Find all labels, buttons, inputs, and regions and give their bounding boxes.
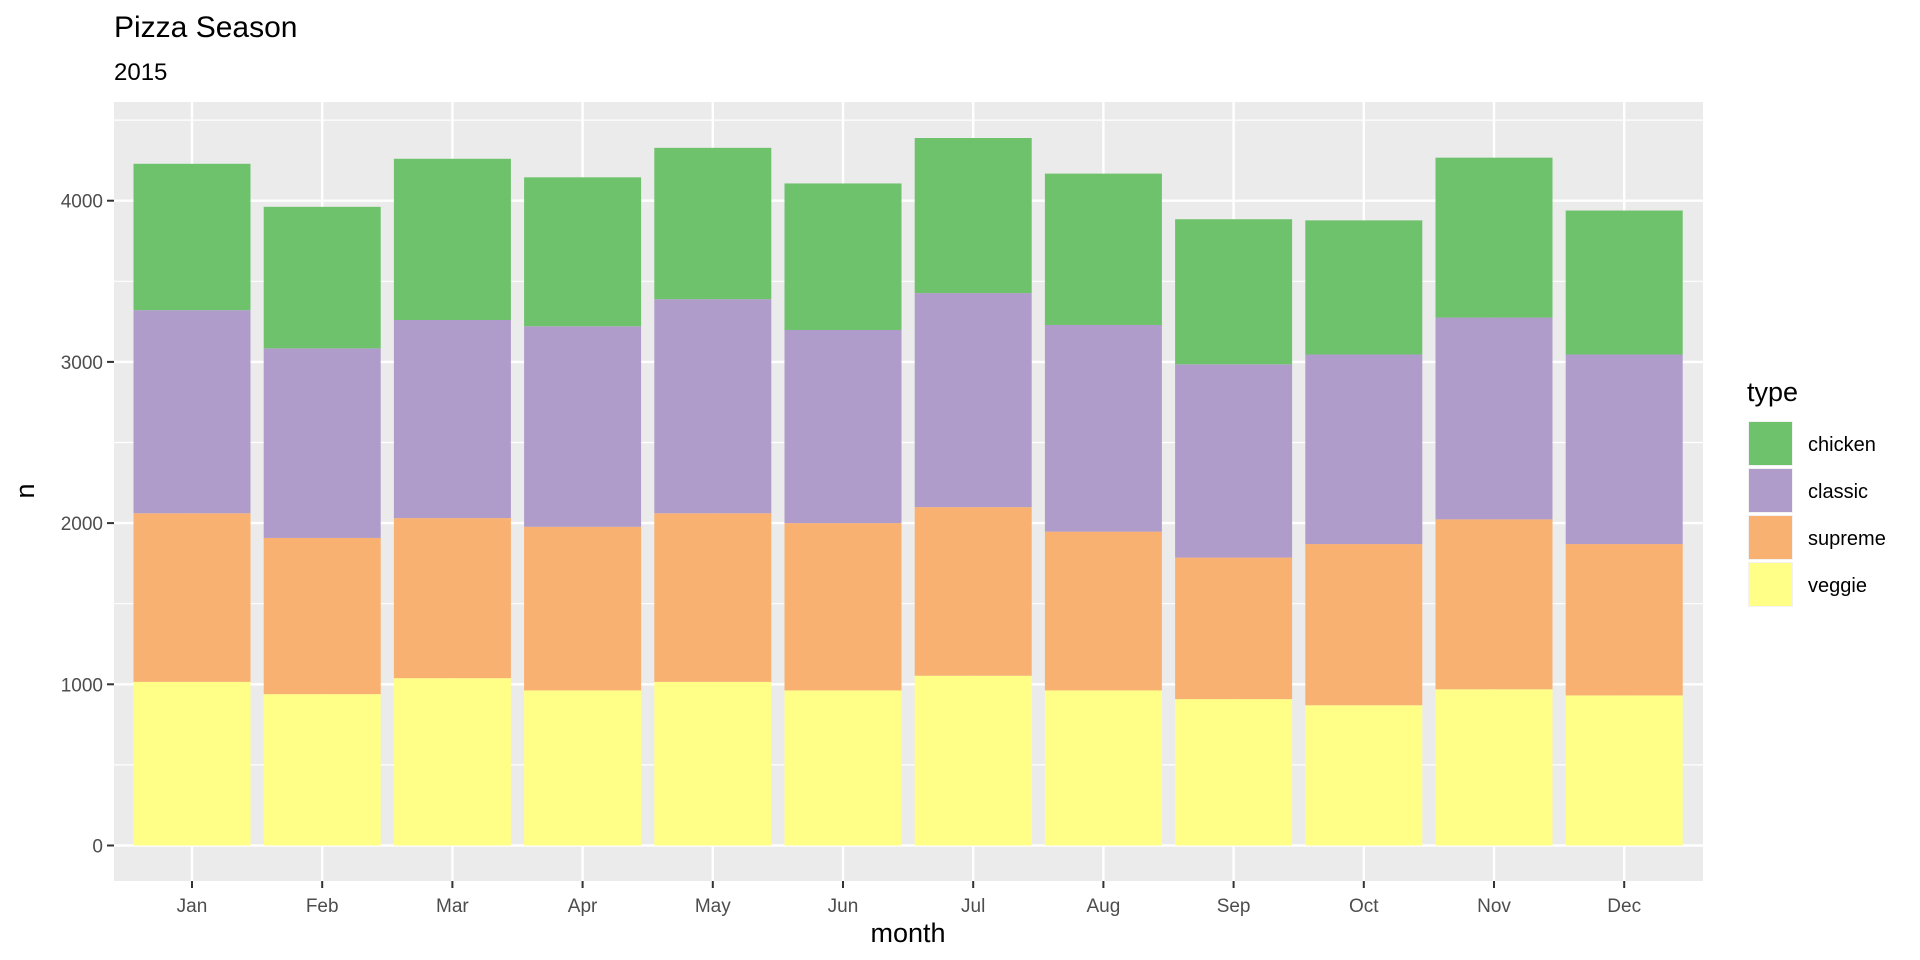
- bar-classic-jul: [914, 293, 1032, 508]
- y-tick-label: 0: [92, 837, 103, 858]
- y-axis-title: n: [10, 483, 40, 498]
- bar-classic-jan: [133, 310, 251, 514]
- legend-swatch-classic: [1749, 469, 1792, 512]
- bar-supreme-sep: [1175, 557, 1293, 700]
- bar-supreme-may: [654, 513, 772, 682]
- bar-chicken-apr: [524, 177, 642, 327]
- bar-veggie-apr: [524, 690, 642, 846]
- bar-classic-aug: [1044, 324, 1162, 532]
- x-tick-label: Jun: [828, 896, 859, 917]
- bars: [133, 137, 1683, 846]
- x-tick-label: Aug: [1086, 896, 1120, 917]
- bar-veggie-feb: [263, 694, 381, 846]
- bar-classic-feb: [263, 348, 381, 538]
- bar-supreme-jul: [914, 507, 1032, 676]
- legend-swatch-chicken: [1749, 422, 1792, 465]
- chart-title: Pizza Season: [114, 11, 297, 44]
- x-tick-label: Jan: [177, 896, 208, 917]
- bar-veggie-aug: [1044, 690, 1162, 846]
- legend-swatch-veggie: [1749, 563, 1792, 606]
- bar-chicken-jan: [133, 163, 251, 311]
- bar-supreme-aug: [1044, 531, 1162, 691]
- bar-veggie-sep: [1175, 699, 1293, 846]
- bar-veggie-jul: [914, 675, 1032, 846]
- bar-veggie-nov: [1435, 689, 1553, 846]
- bar-veggie-jan: [133, 681, 251, 846]
- x-tick-label: Oct: [1349, 896, 1379, 917]
- bar-chicken-jul: [914, 137, 1032, 294]
- y-tick-label: 4000: [61, 192, 103, 213]
- bar-veggie-jun: [784, 690, 902, 846]
- legend-label-supreme: supreme: [1808, 528, 1886, 550]
- bar-chicken-oct: [1305, 220, 1423, 355]
- bar-classic-apr: [524, 326, 642, 527]
- bar-chicken-jun: [784, 183, 902, 330]
- legend-label-chicken: chicken: [1808, 434, 1876, 456]
- bar-supreme-apr: [524, 526, 642, 691]
- bar-classic-oct: [1305, 354, 1423, 545]
- legend: type chicken classic supreme veggie: [1747, 377, 1886, 607]
- bar-chicken-nov: [1435, 157, 1553, 318]
- x-tick-label: Mar: [436, 896, 469, 917]
- bar-chicken-aug: [1044, 173, 1162, 325]
- x-tick-label: Jul: [961, 896, 985, 917]
- legend-label-veggie: veggie: [1808, 575, 1867, 597]
- bar-chicken-mar: [393, 158, 511, 320]
- bar-supreme-jun: [784, 523, 902, 691]
- bar-veggie-oct: [1305, 705, 1423, 846]
- bar-supreme-jan: [133, 513, 251, 682]
- bar-supreme-feb: [263, 537, 381, 695]
- x-tick-label: May: [695, 896, 731, 917]
- y-axis: 0 1000 2000 3000 4000: [61, 192, 114, 858]
- bar-veggie-dec: [1565, 695, 1683, 846]
- y-tick-label: 3000: [61, 353, 103, 374]
- y-tick-label: 2000: [61, 514, 103, 535]
- bar-classic-jun: [784, 329, 902, 524]
- bar-supreme-dec: [1565, 544, 1683, 696]
- legend-swatch-supreme: [1749, 516, 1792, 559]
- x-tick-label: Feb: [306, 896, 339, 917]
- bar-supreme-nov: [1435, 519, 1553, 690]
- x-tick-label: Apr: [568, 896, 598, 917]
- bar-classic-dec: [1565, 354, 1683, 545]
- bar-supreme-mar: [393, 518, 511, 679]
- bar-chicken-dec: [1565, 210, 1683, 355]
- x-tick-label: Sep: [1217, 896, 1251, 917]
- bar-veggie-may: [654, 681, 772, 846]
- x-axis: Jan Feb Mar Apr May Jun Jul Aug Sep Oct Nov Dec: [177, 881, 1641, 917]
- bar-classic-mar: [393, 319, 511, 519]
- bar-chicken-sep: [1175, 219, 1293, 365]
- legend-title: type: [1747, 377, 1798, 407]
- bar-veggie-mar: [393, 678, 511, 846]
- x-tick-label: Nov: [1477, 896, 1511, 917]
- bar-supreme-oct: [1305, 544, 1423, 706]
- x-tick-label: Dec: [1607, 896, 1641, 917]
- chart-subtitle: 2015: [114, 59, 167, 86]
- legend-label-classic: classic: [1808, 481, 1868, 503]
- y-tick-label: 1000: [61, 675, 103, 696]
- bar-classic-may: [654, 299, 772, 514]
- x-axis-title: month: [870, 918, 945, 948]
- bar-classic-nov: [1435, 317, 1553, 520]
- bar-classic-sep: [1175, 364, 1293, 558]
- bar-chicken-feb: [263, 206, 381, 349]
- bar-chicken-may: [654, 147, 772, 300]
